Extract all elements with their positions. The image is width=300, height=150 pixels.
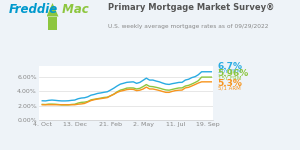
Text: Freddie: Freddie <box>9 3 58 16</box>
Text: 30Y FRM: 30Y FRM <box>218 69 241 74</box>
Text: 5.96%: 5.96% <box>218 69 249 78</box>
Text: Primary Mortgage Market Survey®: Primary Mortgage Market Survey® <box>108 3 274 12</box>
Text: Mac: Mac <box>58 3 89 16</box>
Text: 5.3%: 5.3% <box>218 79 242 88</box>
Text: 5/1 ARM: 5/1 ARM <box>218 85 240 90</box>
Text: 6.7%: 6.7% <box>218 62 242 71</box>
Text: 15Y FRM: 15Y FRM <box>218 76 241 81</box>
Polygon shape <box>46 3 58 16</box>
Text: U.S. weekly average mortgage rates as of 09/29/2022: U.S. weekly average mortgage rates as of… <box>108 24 268 29</box>
Polygon shape <box>48 16 57 30</box>
